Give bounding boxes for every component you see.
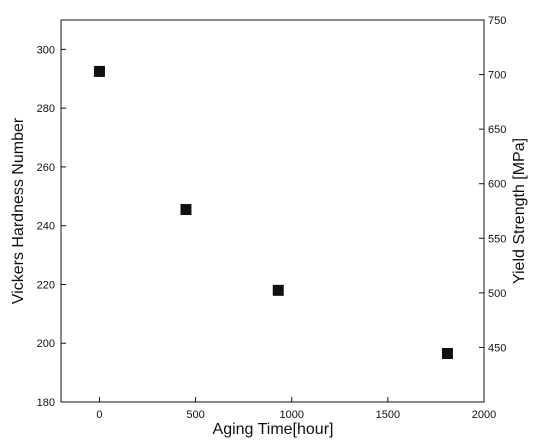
x-axis-ticks: 0 500 1000 1500 2000 [96, 397, 496, 421]
left-y-tick-label-5: 280 [37, 103, 55, 115]
right-y-axis-ticks: 450 500 550 600 650 700 750 [479, 15, 506, 354]
right-y-tick-label-3: 600 [488, 179, 506, 191]
right-y-tick-label-5: 700 [488, 70, 506, 82]
right-y-axis-title: Yield Strength [MPa] [511, 138, 528, 284]
left-y-tick-label-6: 300 [37, 44, 55, 56]
right-y-tick-label-6: 750 [488, 15, 506, 27]
data-points [93, 65, 453, 360]
x-tick-label-3: 1500 [376, 409, 400, 421]
left-y-tick-label-3: 240 [37, 221, 55, 233]
left-y-tick-label-2: 220 [37, 279, 55, 291]
x-tick-label-0: 0 [96, 409, 102, 421]
x-axis-title: Aging Time[hour] [213, 421, 334, 438]
plot-area [60, 19, 485, 403]
right-y-tick-label-4: 650 [488, 124, 506, 136]
left-y-tick-label-4: 260 [37, 162, 55, 174]
data-point-1 [180, 204, 192, 216]
left-y-axis-title: Vickers Hardness Number [10, 117, 27, 304]
right-y-tick-label-0: 450 [488, 342, 506, 354]
left-y-axis-ticks: 180 200 220 240 260 280 300 [37, 44, 66, 409]
data-point-2 [272, 284, 284, 296]
x-tick-label-1: 500 [186, 409, 204, 421]
right-y-tick-label-1: 500 [488, 288, 506, 300]
x-tick-label-4: 2000 [472, 409, 496, 421]
left-y-tick-label-1: 200 [37, 338, 55, 350]
data-point-0 [93, 65, 105, 77]
x-tick-label-2: 1000 [279, 409, 303, 421]
data-point-3 [441, 348, 453, 360]
right-y-tick-label-2: 550 [488, 233, 506, 245]
left-y-tick-label-0: 180 [37, 397, 55, 409]
